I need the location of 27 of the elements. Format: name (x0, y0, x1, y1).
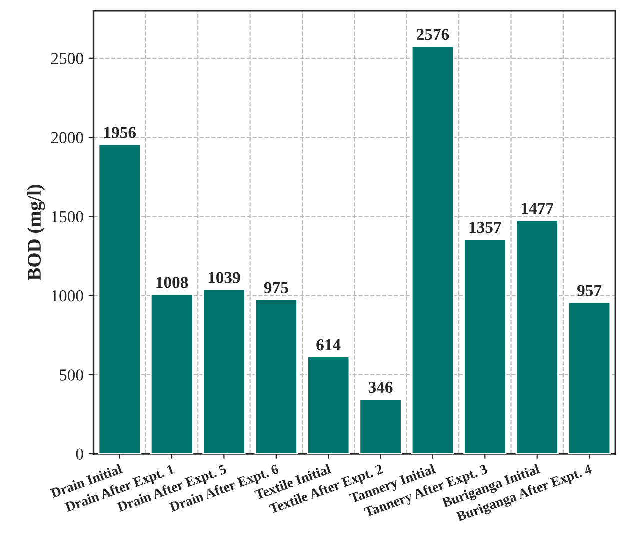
bar (150, 294, 194, 454)
y-tick-label: 1500 (52, 211, 84, 223)
bar (202, 288, 246, 454)
y-tick-label: 2000 (51, 132, 84, 144)
data-label: 346 (368, 382, 393, 394)
data-label: 975 (264, 282, 288, 294)
bar (464, 238, 507, 454)
bar (254, 299, 298, 454)
data-label: 1039 (208, 272, 240, 284)
bar (516, 220, 559, 454)
y-tick-label: 2500 (51, 53, 84, 64)
bar (411, 46, 455, 454)
data-label: 1008 (156, 277, 188, 288)
bar (307, 356, 350, 454)
data-label: 1357 (470, 222, 502, 234)
data-label: 957 (577, 285, 602, 296)
y-tick-label: 0 (76, 448, 84, 460)
y-axis-title: BOD (mg/l) (27, 184, 46, 280)
data-label: 2576 (417, 29, 450, 40)
bar (568, 302, 612, 454)
bar (98, 144, 142, 454)
bar (359, 398, 402, 454)
data-label: 1477 (522, 202, 554, 214)
y-tick-label: 1000 (52, 290, 84, 302)
data-label: 1956 (104, 127, 136, 138)
data-label: 614 (316, 339, 341, 351)
y-tick-label: 500 (60, 370, 84, 381)
